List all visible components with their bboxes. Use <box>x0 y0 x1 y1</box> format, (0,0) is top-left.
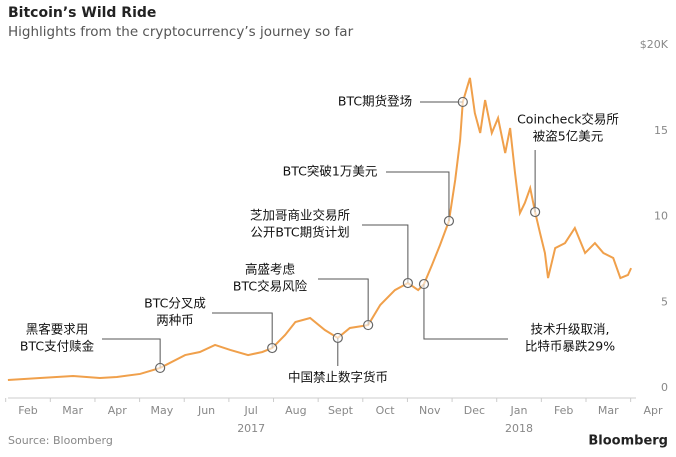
annotation: BTC交易风险 <box>233 279 308 294</box>
event-marker <box>530 206 541 218</box>
x-tick-label: Apr <box>643 404 663 417</box>
annotation: 公开BTC期货计划 <box>250 225 349 240</box>
annotation: 被盗5亿美元 <box>533 129 603 144</box>
x-tick-label: Aug <box>285 404 306 417</box>
year-label: 2017 <box>237 422 265 435</box>
y-tick-label: 10 <box>654 210 668 223</box>
x-tick-label: Dec <box>464 404 485 417</box>
brand: Bloomberg <box>588 434 668 449</box>
annotation: BTC期货登场 <box>338 94 412 109</box>
annotation: 两种币 <box>156 313 194 328</box>
y-tick-label: 5 <box>661 295 668 308</box>
event-marker <box>155 362 166 374</box>
annotation: Coincheck交易所 <box>517 112 619 127</box>
chart-title: Bitcoin’s Wild Ride <box>8 5 156 21</box>
x-tick-label: Feb <box>18 404 37 417</box>
x-tick-label: Nov <box>419 404 441 417</box>
leader-line <box>318 278 369 326</box>
annotation: BTC突破1万美元 <box>283 164 378 179</box>
x-tick-label: Feb <box>554 404 573 417</box>
x-tick-label: Jun <box>197 404 215 417</box>
annotation: 芝加哥商业交易所 <box>250 208 350 223</box>
leader-line <box>102 338 161 368</box>
annotation: BTC分叉成 <box>144 296 206 311</box>
annotation: 技术升级取消, <box>531 322 610 337</box>
leader-line <box>423 284 508 340</box>
x-tick-label: Mar <box>62 404 83 417</box>
chart-subtitle: Highlights from the cryptocurrency’s jou… <box>8 24 354 40</box>
event-marker <box>402 277 413 289</box>
y-tick-label: 15 <box>654 124 668 137</box>
event-marker <box>418 278 430 290</box>
x-tick-label: May <box>151 404 174 417</box>
annotation: 黑客要求用 <box>26 322 89 337</box>
x-tick-label: Jan <box>510 404 528 417</box>
event-marker <box>267 342 278 354</box>
annotation: 比特币暴跌29% <box>525 339 615 354</box>
x-tick-label: Mar <box>598 404 619 417</box>
x-tick-label: Apr <box>108 404 128 417</box>
y-tick-label: 0 <box>661 381 668 394</box>
leader-line <box>362 224 409 284</box>
y-tick-label: $20K <box>640 38 669 51</box>
year-label: 2018 <box>505 422 533 435</box>
event-marker <box>457 96 468 108</box>
event-marker <box>363 319 374 331</box>
x-tick-label: Sept <box>328 404 354 417</box>
leader-line <box>212 312 273 349</box>
event-marker <box>443 215 455 227</box>
leader-line <box>386 171 450 221</box>
price-line <box>7 77 632 381</box>
annotation: 高盛考虑 <box>245 262 296 277</box>
annotation: BTC支付赎金 <box>20 339 95 354</box>
x-tick-label: Jul <box>244 404 258 417</box>
event-marker <box>332 332 343 344</box>
source: Source: Bloomberg <box>8 434 113 447</box>
annotation: 中国禁止数字货币 <box>288 370 388 385</box>
x-tick-label: Oct <box>376 404 396 417</box>
